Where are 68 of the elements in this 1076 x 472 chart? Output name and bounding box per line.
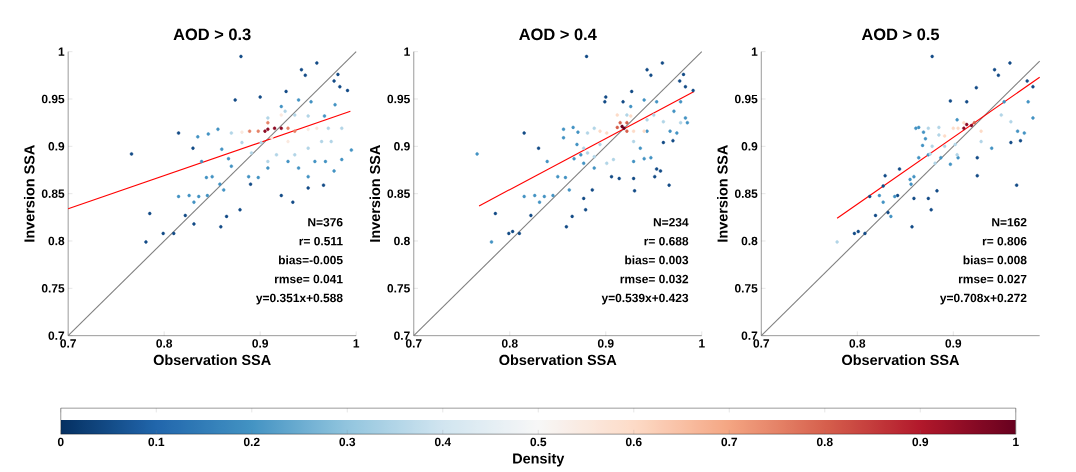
annotation: rmse= 0.041 (274, 274, 343, 284)
annotation: bias=-0.005 (278, 255, 343, 265)
y-tick-label: 0.8 (741, 236, 758, 246)
y-tick-label: 0.8 (394, 236, 410, 246)
y-tick-label: 0.7 (48, 331, 65, 340)
color-bar-label: 0.4 (434, 437, 452, 447)
annotation: bias= 0.008 (963, 255, 1027, 265)
y-tick-label: 0.9 (741, 142, 758, 151)
color-bar-label: 0 (57, 437, 64, 447)
y-tick-label: 0.85 (734, 189, 758, 198)
y-tick-label: 0.85 (41, 189, 65, 198)
y-tick-label: 0.95 (734, 94, 758, 104)
y-tick-label: 0.7 (741, 331, 758, 340)
color-bar-label: 0.3 (339, 437, 356, 447)
annotation: rmse= 0.032 (620, 274, 689, 284)
color-bar-label: 1 (1013, 437, 1019, 446)
chart-title: AOD > 0.5 (861, 28, 940, 41)
annotation: N=162 (992, 218, 1027, 227)
annotation: bias= 0.003 (625, 255, 689, 265)
y-tick-label: 1 (58, 47, 65, 56)
annotation: N=376 (308, 218, 343, 227)
y-tick-label: 1 (751, 47, 758, 56)
annotation: rmse= 0.027 (958, 274, 1027, 284)
annotation: y=0.708x+0.272 (939, 293, 1027, 305)
color-bar-label: 0.7 (721, 437, 738, 447)
color-bar-label: 0.8 (816, 437, 833, 447)
y-tick-label: 0.75 (387, 284, 410, 293)
x-tick-label: 0.8 (501, 339, 518, 348)
color-bar-label: 0.5 (530, 437, 547, 447)
y-axis-title: Inversion SSA (23, 145, 35, 242)
y-axis-title: Inversion SSA (717, 145, 728, 242)
y-tick-label: 0.75 (734, 284, 758, 293)
chart-title: AOD > 0.4 (519, 28, 597, 41)
annotation: y=0.351x+0.588 (256, 293, 343, 305)
y-tick-label: 0.95 (387, 94, 410, 104)
annotation: r= 0.688 (644, 236, 689, 246)
y-tick-label: 0.75 (41, 284, 65, 293)
y-axis-title: Inversion SSA (369, 145, 381, 242)
y-tick-label: 0.95 (41, 94, 65, 104)
y-tick-label: 0.8 (48, 236, 65, 246)
y-tick-label: 0.7 (394, 331, 410, 340)
color-bar-label: 0.6 (625, 437, 642, 447)
y-tick-label: 1 (404, 47, 410, 56)
annotation: N=234 (653, 218, 689, 227)
x-tick-label: 1 (353, 339, 360, 348)
annotation: y=0.539x+0.423 (601, 293, 689, 305)
x-axis-title: Observation SSA (153, 354, 271, 366)
color-bar-label: 0.1 (148, 437, 165, 447)
color-bar-label: 0.9 (912, 437, 929, 447)
x-tick-label: 0.7 (60, 339, 76, 348)
color-bar-label: 0.2 (243, 437, 260, 447)
annotation: r= 0.511 (299, 236, 343, 246)
x-axis-title: Observation SSA (842, 354, 960, 366)
y-tick-label: 0.9 (394, 142, 410, 151)
color-bar-title: Density (513, 453, 565, 467)
x-tick-label: 0.9 (252, 339, 269, 348)
annotation: r= 0.806 (982, 236, 1027, 246)
x-tick-label: 0.7 (405, 339, 422, 348)
x-tick-label: 0.7 (753, 339, 770, 348)
x-tick-label: 0.8 (156, 339, 173, 348)
x-tick-label: 0.9 (597, 339, 614, 348)
x-tick-label: 0.8 (849, 339, 866, 348)
x-tick-label: 1 (699, 339, 705, 348)
y-tick-label: 0.85 (387, 189, 410, 198)
x-axis-title: Observation SSA (499, 354, 617, 366)
y-tick-label: 0.9 (48, 142, 65, 151)
chart-title: AOD > 0.3 (173, 28, 251, 41)
x-tick-label: 0.9 (945, 339, 962, 348)
